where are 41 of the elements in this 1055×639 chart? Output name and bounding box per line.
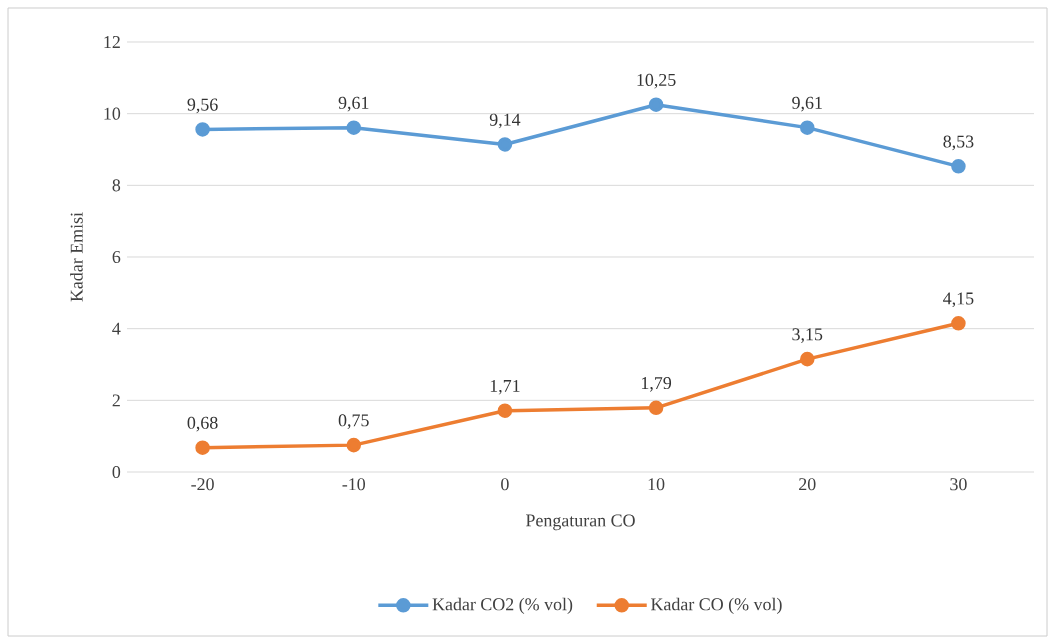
data-label: 0,75 <box>338 414 369 429</box>
y-tick-label: 12 <box>104 36 120 48</box>
point <box>195 122 210 137</box>
x-tick-label: -20 <box>191 478 214 491</box>
legend-label: Kadar CO (% vol) <box>650 597 782 614</box>
y-tick-label: 2 <box>112 394 120 407</box>
point <box>800 351 815 367</box>
data-label: 4,15 <box>943 292 974 308</box>
data-label: 3,15 <box>792 328 823 343</box>
y-tick-label: 6 <box>112 250 121 264</box>
legend-label: Kadar CO2 (% vol) <box>432 597 573 614</box>
y-axis-title: Kadar Emisi <box>70 212 83 302</box>
x-tick-label: 20 <box>799 478 816 491</box>
x-tick-label: 10 <box>648 478 665 491</box>
x-axis-title: Pengaturan CO <box>525 514 635 531</box>
point <box>195 440 210 455</box>
data-label: 10,25 <box>637 73 676 89</box>
point <box>346 437 361 453</box>
x-tick-label: 30 <box>950 478 967 491</box>
point <box>648 97 664 112</box>
y-tick-label: 4 <box>112 322 121 335</box>
y-tick-label: 10 <box>104 107 121 120</box>
point <box>648 400 664 416</box>
point <box>800 120 815 135</box>
x-tick-label: 0 <box>501 478 509 491</box>
data-label: 9,61 <box>792 96 822 112</box>
data-label: 0,68 <box>187 416 218 432</box>
x-tick-label: -10 <box>342 478 366 491</box>
y-tick-label: 0 <box>112 465 121 479</box>
y-tick-label: 8 <box>112 179 121 192</box>
data-label: 1,79 <box>641 377 672 392</box>
point <box>951 316 966 331</box>
point <box>346 120 361 135</box>
point <box>497 403 513 418</box>
data-label: 9,61 <box>338 96 369 112</box>
point <box>497 137 513 152</box>
data-label: 8,53 <box>943 135 974 151</box>
point <box>951 159 966 174</box>
data-label: 9,56 <box>187 98 218 114</box>
data-label: 9,14 <box>489 113 521 129</box>
data-label: 1,71 <box>490 379 520 395</box>
